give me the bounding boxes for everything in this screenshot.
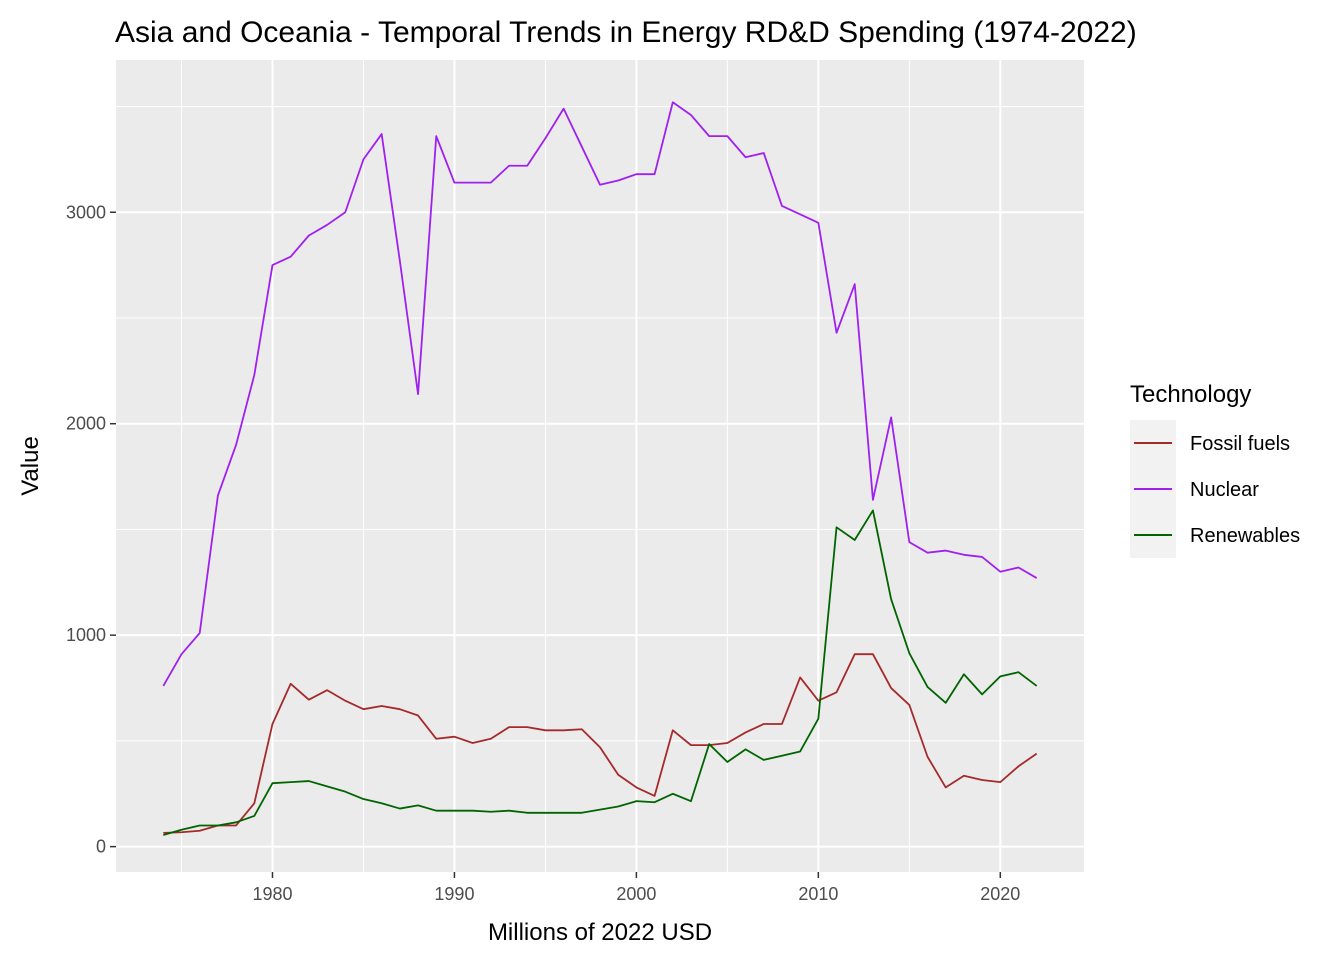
x-axis-title: Millions of 2022 USD xyxy=(488,919,712,946)
legend: Technology Fossil fuels Nuclear Renewables xyxy=(1130,381,1300,558)
x-tick-label: 1980 xyxy=(252,884,292,904)
x-tick-label: 2020 xyxy=(980,884,1020,904)
series-lines xyxy=(162,101,1038,836)
x-axis: 1980 1990 2000 2010 2020 xyxy=(252,872,1020,904)
series-line-nuclear xyxy=(162,101,1038,687)
y-tick-label: 0 xyxy=(96,837,106,857)
y-tick-label: 2000 xyxy=(66,414,106,434)
x-tick-label: 1990 xyxy=(434,884,474,904)
x-tick-label: 2000 xyxy=(616,884,656,904)
y-axis-title: Value xyxy=(17,436,44,496)
legend-label-fossil-fuels: Fossil fuels xyxy=(1190,433,1290,455)
legend-label-renewables: Renewables xyxy=(1190,525,1300,547)
series-line-renewables xyxy=(163,509,1038,836)
legend-label-nuclear: Nuclear xyxy=(1190,479,1259,501)
y-tick-label: 1000 xyxy=(66,625,106,645)
plot-panel xyxy=(116,60,1084,872)
legend-items: Fossil fuels Nuclear Renewables xyxy=(1130,420,1300,558)
x-tick-label: 2010 xyxy=(798,884,838,904)
y-axis: 0 1000 2000 3000 xyxy=(66,202,116,857)
y-tick-label: 3000 xyxy=(66,202,106,222)
legend-title: Technology xyxy=(1130,381,1251,408)
series-line-fossil-fuels xyxy=(163,653,1038,834)
chart-title: Asia and Oceania - Temporal Trends in En… xyxy=(115,16,1137,49)
minor-gridlines xyxy=(116,60,1084,872)
